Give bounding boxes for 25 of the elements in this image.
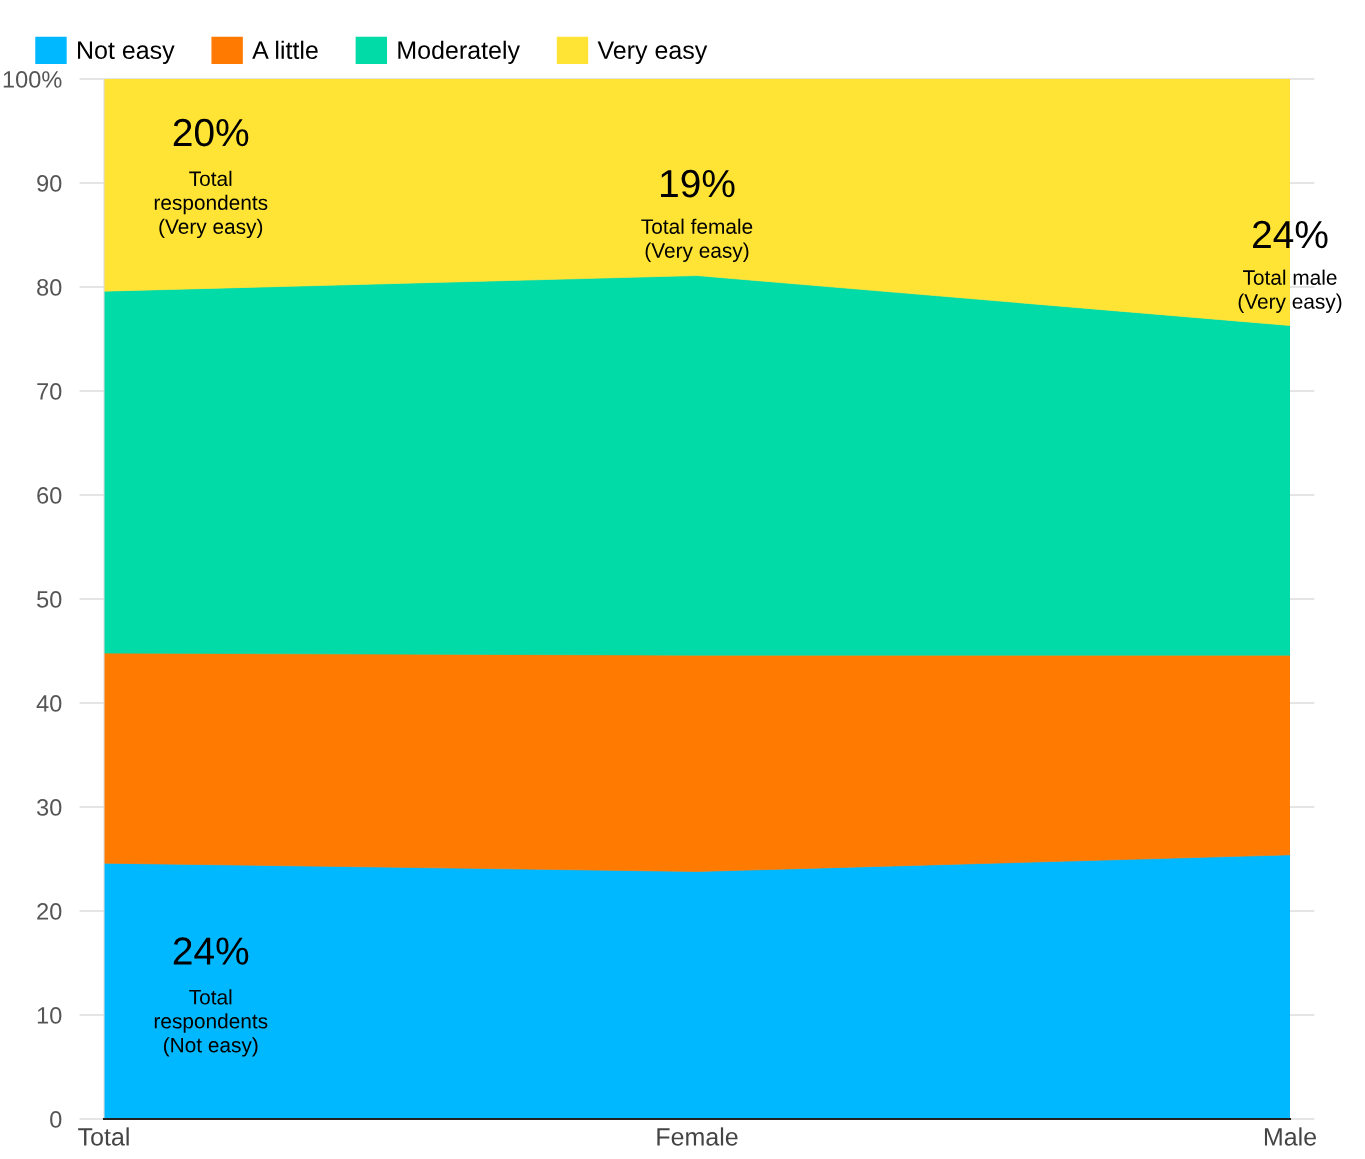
legend-label: Moderately [398,40,520,64]
x-tick-label: Total [78,1127,129,1146]
y-tick-label: 0 [50,1111,62,1128]
legend-label: Very easy [597,41,708,64]
legend-label: A little [252,40,318,60]
y-tick-label: 80 [37,279,62,296]
y-tick-label: 30 [36,799,62,816]
annotation: 20% [173,118,249,147]
y-tick-label: 60 [37,487,62,504]
y-tick-label: 90 [37,175,62,192]
annotation: Total respondents (Not easy) [154,989,268,1057]
legend-label: Not easy [78,41,175,64]
y-tick-label: 70 [37,383,62,400]
annotation: Total respondents (Very easy) [154,170,268,239]
annotation: 24% [173,937,249,965]
y-tick-label: 100% [3,71,62,88]
y-tick-label: 10 [37,1007,62,1024]
y-tick-label: 40 [36,695,62,712]
x-tick-label: Male [1264,1127,1316,1146]
annotation: Total female (Very easy) [641,218,753,263]
annotation: 19% [661,169,735,198]
y-tick-label: 20 [37,903,62,920]
x-tick-label: Female [657,1127,738,1146]
annotation: Total male (Very easy) [1238,269,1342,313]
y-tick-label: 50 [37,591,62,608]
